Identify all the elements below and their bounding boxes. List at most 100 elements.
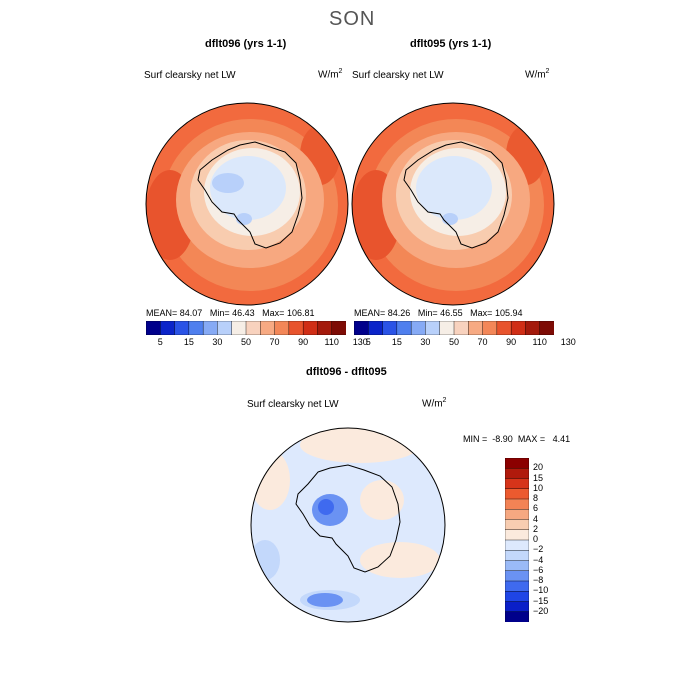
panel-2-title: dflt095 (yrs 1-1)	[410, 38, 492, 50]
colorbar-1-tick-label: 50	[240, 337, 252, 347]
colorbar-3-swatch	[504, 570, 530, 582]
colorbar-2-tick-label: 50	[448, 337, 460, 347]
colorbar-3	[504, 457, 530, 627]
colorbar-2-tick-label: 15	[391, 337, 402, 347]
colorbar-3-ticks: 20 15 10 8 6 4 2 0 −2 −4 −6 −8 −10 −15 −20	[533, 458, 573, 622]
colorbar-1	[145, 320, 347, 340]
colorbar-3-swatch	[504, 580, 530, 592]
colorbar-1-swatch	[331, 320, 347, 336]
colorbar-1-swatch	[317, 320, 333, 336]
colorbar-1-tick-label: 90	[298, 337, 309, 347]
colorbar-3-swatch	[504, 529, 530, 541]
colorbar-1-swatch	[288, 320, 304, 336]
panel-2-variable: Surf clearsky net LW	[352, 70, 444, 81]
colorbar-3-swatch	[504, 601, 530, 613]
colorbar-3-swatch	[504, 498, 530, 510]
colorbar-2-swatch	[353, 320, 369, 336]
colorbar-2-tick-label: 90	[506, 337, 517, 347]
colorbar-2-swatch	[410, 320, 426, 336]
colorbar-2-tick-label: 110	[532, 337, 547, 347]
colorbar-1-tick-label: 110	[324, 337, 339, 347]
colorbar-3-swatch	[504, 478, 530, 490]
map-panel-2	[351, 102, 555, 306]
colorbar-2-swatch	[539, 320, 555, 336]
colorbar-3-swatch	[504, 457, 530, 469]
colorbar-3-swatch	[504, 519, 530, 531]
colorbar-3-tick-label: −4	[533, 554, 544, 565]
colorbar-1-ticks: 5 15 30 50 70 90 110 130	[146, 337, 368, 349]
colorbar-2-swatch	[439, 320, 455, 336]
panel-3-variable: Surf clearsky net LW	[247, 399, 339, 410]
panel-3-units: W/m2	[422, 397, 447, 410]
antarctica-coastline-2	[403, 141, 509, 249]
colorbar-2-swatches	[353, 320, 555, 336]
colorbar-3-tick-label: −10	[533, 585, 549, 596]
colorbar-2-ticks: 5 15 30 50 70 90 110 130	[354, 337, 576, 349]
colorbar-2-tick-label: 70	[477, 337, 488, 347]
map-panel-3	[250, 427, 446, 623]
panel-1-title: dflt096 (yrs 1-1)	[205, 38, 287, 50]
colorbar-3-tick-label: 2	[533, 523, 539, 534]
antarctica-coastline-3	[295, 464, 401, 573]
colorbar-3-swatch	[504, 550, 530, 562]
colorbar-1-swatch	[160, 320, 176, 336]
colorbar-1-tick-label: 30	[212, 337, 223, 347]
colorbar-2-swatch	[496, 320, 512, 336]
panel-1-stats: MEAN= 84.07 Min= 46.43 Max= 106.81	[146, 308, 315, 318]
colorbar-3-tick-label: 8	[533, 493, 539, 503]
colorbar-1-swatch	[174, 320, 190, 336]
colorbar-3-tick-label: 10	[533, 482, 544, 493]
colorbar-3-tick-label: 0	[533, 534, 539, 544]
colorbar-1-tick-label: 5	[157, 337, 163, 347]
colorbar-2-swatch	[468, 320, 484, 336]
colorbar-3-swatch	[504, 611, 530, 623]
colorbar-2-tick-label: 5	[365, 337, 371, 347]
colorbar-2-tick-label: 30	[420, 337, 431, 347]
colorbar-1-swatch	[217, 320, 233, 336]
antarctica-coastline-1	[197, 141, 303, 249]
colorbar-3-tick-label: −6	[533, 564, 544, 575]
colorbar-2-swatch	[525, 320, 541, 336]
colorbar-1-swatch	[245, 320, 261, 336]
colorbar-2-swatch	[425, 320, 441, 336]
colorbar-3-tick-label: 20	[533, 462, 544, 473]
colorbar-1-tick-label: 70	[269, 337, 280, 347]
map-panel-1	[145, 102, 349, 306]
panel-3-stats: MIN = -8.90 MAX = 4.41	[463, 434, 571, 444]
colorbar-3-tick-label: 6	[533, 503, 539, 514]
panel-3-title: dflt096 - dflt095	[306, 366, 387, 378]
colorbar-2-swatch	[510, 320, 526, 336]
colorbar-3-tick-label: 4	[533, 513, 539, 524]
colorbar-2	[353, 320, 555, 340]
colorbar-3-tick-label: 15	[533, 472, 544, 483]
panel-2-units: W/m2	[525, 68, 550, 81]
colorbar-3-tick-label: −15	[533, 595, 549, 606]
colorbar-1-swatch	[145, 320, 161, 336]
colorbar-3-swatch	[504, 509, 530, 521]
colorbar-2-swatch	[382, 320, 398, 336]
colorbar-1-swatch	[202, 320, 218, 336]
season-title: SON	[329, 8, 376, 30]
colorbar-3-swatch	[504, 488, 530, 500]
colorbar-2-swatch	[482, 320, 498, 336]
colorbar-3-tick-label: −8	[533, 575, 544, 585]
colorbar-1-swatch	[231, 320, 247, 336]
panel-1-variable: Surf clearsky net LW	[144, 70, 236, 81]
colorbar-3-tick-label: −20	[533, 605, 549, 616]
colorbar-3-swatch	[504, 468, 530, 480]
colorbar-3-swatch	[504, 591, 530, 603]
colorbar-1-swatches	[145, 320, 347, 336]
colorbar-1-swatch	[188, 320, 204, 336]
colorbar-1-tick-label: 15	[183, 337, 194, 347]
colorbar-1-swatch	[274, 320, 290, 336]
colorbar-1-swatch	[260, 320, 276, 336]
colorbar-2-swatch	[396, 320, 412, 336]
colorbar-1-swatch	[302, 320, 318, 336]
panel-2-stats: MEAN= 84.26 Min= 46.55 Max= 105.94	[354, 308, 523, 318]
colorbar-2-swatch	[453, 320, 469, 336]
colorbar-3-swatch	[504, 539, 530, 551]
colorbar-3-swatches	[504, 457, 530, 623]
colorbar-2-tick-label: 130	[560, 337, 576, 347]
colorbar-1-tick-label: 130	[352, 337, 368, 347]
